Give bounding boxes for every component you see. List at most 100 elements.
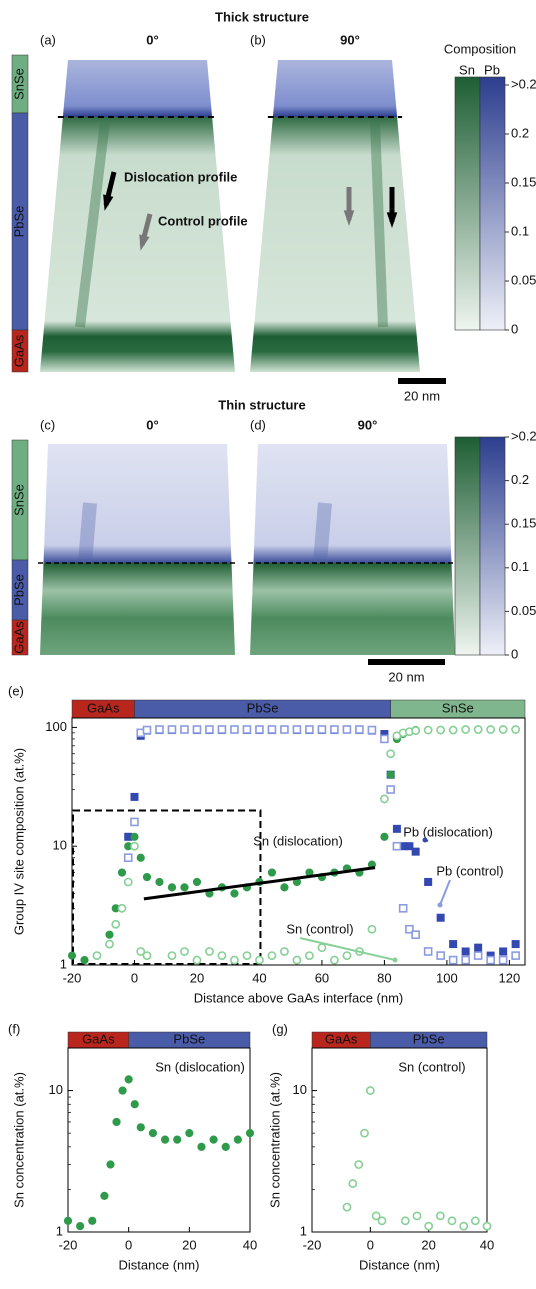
series-arrow-head	[422, 837, 428, 843]
data-point	[411, 930, 420, 939]
colorbar-tick-label: 0.2	[511, 125, 529, 140]
data-point	[192, 877, 202, 887]
x-axis-title: Distance (nm)	[119, 1257, 200, 1272]
plot-frame	[311, 1047, 488, 1233]
data-point	[76, 1222, 85, 1231]
data-point	[148, 1129, 158, 1138]
image-upper	[62, 60, 213, 117]
series-arrow-head	[392, 957, 398, 963]
dislocation-streak	[370, 121, 388, 328]
scale-bar-label: 20 nm	[404, 388, 440, 403]
y-axis-title: Sn concentration (at.%)	[11, 1072, 26, 1208]
y-axis-title: Sn concentration (at.%)	[267, 1072, 282, 1208]
data-point	[136, 1123, 145, 1132]
series-label: Sn (dislocation)	[155, 1059, 245, 1074]
data-point	[486, 955, 495, 965]
image-upper	[253, 444, 452, 563]
data-point	[118, 1086, 127, 1095]
data-point	[411, 847, 420, 856]
data-point	[499, 947, 508, 956]
data-point	[436, 913, 445, 922]
data-point	[377, 1216, 387, 1226]
annotation: Control profile	[158, 213, 248, 228]
scale-bar	[398, 378, 446, 384]
data-point	[230, 955, 239, 965]
x-axis-title: Distance (nm)	[359, 1257, 440, 1272]
y-tick-label: 10	[293, 1082, 307, 1097]
data-point	[205, 725, 214, 734]
data-point	[412, 1211, 422, 1221]
x-tick-label: 100	[436, 970, 458, 985]
colorbar-pb	[479, 436, 506, 656]
data-point	[400, 1216, 410, 1226]
data-point	[380, 734, 389, 744]
section-title: Thick structure	[215, 9, 309, 24]
colorbar-pb	[479, 76, 506, 331]
x-tick-label: -20	[59, 1237, 78, 1252]
panel-angle: 0°	[146, 32, 158, 47]
image-lower	[250, 117, 420, 372]
data-point	[354, 1160, 364, 1169]
panel-label: (g)	[272, 1021, 288, 1036]
data-point	[392, 841, 402, 851]
region-label: PbSe	[173, 1031, 205, 1046]
data-point	[473, 951, 483, 960]
data-point	[123, 853, 133, 863]
data-point	[155, 877, 164, 887]
series-arrow	[439, 879, 451, 906]
data-point	[267, 951, 277, 960]
x-tick-label: 20	[190, 970, 204, 985]
data-point	[233, 1135, 242, 1144]
x-tick-label: 80	[377, 970, 391, 985]
data-point	[123, 877, 133, 887]
region-label: SnSe	[442, 700, 474, 715]
data-point	[423, 725, 433, 735]
data-point	[180, 725, 189, 734]
data-point	[67, 951, 77, 960]
data-point	[398, 904, 408, 913]
image-upper	[43, 444, 232, 563]
layer-label: SnSe	[11, 484, 26, 516]
colorbar-tick-label: 0.2	[511, 472, 529, 487]
panel-label: (a)	[40, 32, 56, 47]
data-point	[330, 955, 339, 965]
data-point	[217, 951, 227, 960]
data-point	[217, 725, 227, 734]
data-point	[100, 1191, 109, 1200]
data-point	[448, 955, 458, 965]
data-point	[461, 955, 470, 965]
data-point	[511, 725, 521, 734]
colorbar-tick-label: 0	[511, 321, 518, 336]
panel-label: (c)	[40, 417, 55, 432]
data-point	[155, 725, 164, 734]
data-point	[105, 930, 114, 939]
y-tick-label: 100	[45, 719, 67, 734]
data-point	[88, 1216, 97, 1225]
layer-label: GaAs	[11, 334, 26, 367]
data-point	[192, 725, 202, 734]
panel-angle: 0°	[146, 417, 158, 432]
series-arrow-head	[437, 902, 443, 908]
colorbar-channel: Pb	[484, 62, 500, 77]
data-point	[209, 1135, 218, 1144]
x-tick-label: 0	[125, 1237, 132, 1252]
panel-label: (e)	[8, 683, 24, 698]
panel-label: (d)	[250, 417, 266, 432]
x-tick-label: 20	[182, 1237, 196, 1252]
data-point	[167, 951, 177, 960]
data-point	[317, 725, 327, 734]
image-lower	[40, 117, 235, 372]
data-point	[112, 1117, 121, 1127]
data-point	[435, 1211, 445, 1221]
data-point	[173, 1135, 182, 1144]
data-point	[511, 940, 520, 949]
data-point	[386, 785, 395, 794]
data-point	[423, 947, 433, 956]
colorbar-tick-label: 0	[511, 646, 518, 661]
data-point	[255, 955, 264, 965]
data-point	[367, 725, 377, 735]
data-point	[448, 725, 458, 735]
arrow-head	[343, 210, 355, 226]
data-point	[459, 1221, 469, 1231]
x-tick-label: 0	[367, 1237, 374, 1252]
